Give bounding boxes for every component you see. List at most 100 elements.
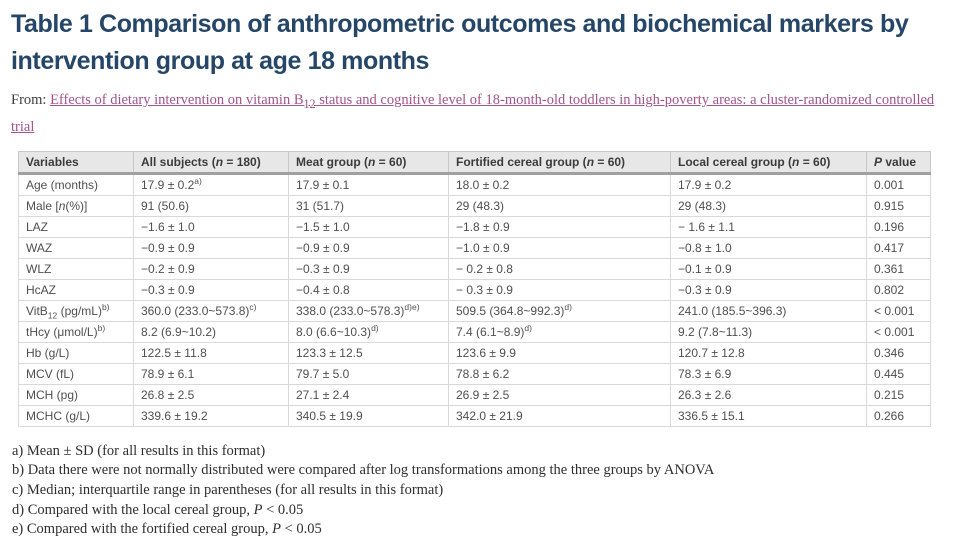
cell: 78.8 ± 6.2 bbox=[448, 363, 671, 385]
source-citation: From: Effects of dietary intervention on… bbox=[11, 89, 946, 139]
table-row-laz: LAZ −1.6 ± 1.0 −1.5 ± 1.0 −1.8 ± 0.9 − 1… bbox=[18, 216, 931, 238]
cell-p-value: 0.266 bbox=[866, 405, 931, 427]
cell: 26.9 ± 2.5 bbox=[448, 384, 671, 406]
cell-p-value: 0.001 bbox=[866, 173, 931, 196]
col-header-fortified-cereal-group: Fortified cereal group (n = 60) bbox=[448, 150, 671, 175]
cell: −0.3 ± 0.9 bbox=[288, 258, 449, 280]
row-label: WLZ bbox=[18, 258, 134, 280]
cell: −0.4 ± 0.8 bbox=[288, 279, 449, 301]
cell: −0.3 ± 0.9 bbox=[670, 279, 867, 301]
table-footnotes: a) Mean ± SD (for all results in this fo… bbox=[12, 442, 946, 540]
cell-p-value: 0.417 bbox=[866, 237, 931, 259]
table-row-hb: Hb (g/L) 122.5 ± 11.8 123.3 ± 12.5 123.6… bbox=[18, 342, 931, 364]
cell: 336.5 ± 15.1 bbox=[670, 405, 867, 427]
col-header-variables: Variables bbox=[18, 150, 134, 175]
cell-p-value: 0.361 bbox=[866, 258, 931, 280]
table-header-row: Variables All subjects (n = 180) Meat gr… bbox=[18, 150, 931, 175]
cell: 8.0 (6.6~10.3)d) bbox=[288, 321, 449, 343]
cell: − 1.6 ± 1.1 bbox=[670, 216, 867, 238]
cell: 340.5 ± 19.9 bbox=[288, 405, 449, 427]
article-link[interactable]: Effects of dietary intervention on vitam… bbox=[11, 92, 935, 135]
cell: 7.4 (6.1~8.9)d) bbox=[448, 321, 671, 343]
row-label: Age (months) bbox=[18, 173, 134, 196]
cell: 342.0 ± 21.9 bbox=[448, 405, 671, 427]
cell: 17.9 ± 0.2 bbox=[670, 173, 867, 196]
cell: 338.0 (233.0~578.3)d)e) bbox=[288, 300, 449, 322]
cell: −1.5 ± 1.0 bbox=[288, 216, 449, 238]
table-row-waz: WAZ −0.9 ± 0.9 −0.9 ± 0.9 −1.0 ± 0.9 −0.… bbox=[18, 237, 931, 259]
cell: 26.8 ± 2.5 bbox=[133, 384, 289, 406]
cell: 8.2 (6.9~10.2) bbox=[133, 321, 289, 343]
cell: 339.6 ± 19.2 bbox=[133, 405, 289, 427]
page-title: Table 1 Comparison of anthropometric out… bbox=[11, 10, 909, 75]
cell: −1.6 ± 1.0 bbox=[133, 216, 289, 238]
footnote-a: a) Mean ± SD (for all results in this fo… bbox=[12, 442, 266, 459]
cell: − 0.3 ± 0.9 bbox=[448, 279, 671, 301]
cell: 91 (50.6) bbox=[133, 195, 289, 217]
table-row-mch: MCH (pg) 26.8 ± 2.5 27.1 ± 2.4 26.9 ± 2.… bbox=[18, 384, 931, 406]
row-label: MCH (pg) bbox=[18, 384, 134, 406]
table-row-mcv: MCV (fL) 78.9 ± 6.1 79.7 ± 5.0 78.8 ± 6.… bbox=[18, 363, 931, 385]
table-row-wlz: WLZ −0.2 ± 0.9 −0.3 ± 0.9 − 0.2 ± 0.8 −0… bbox=[18, 258, 931, 280]
cell: −0.3 ± 0.9 bbox=[133, 279, 289, 301]
cell-p-value: 0.445 bbox=[866, 363, 931, 385]
row-label: MCHC (g/L) bbox=[18, 405, 134, 427]
cell: 122.5 ± 11.8 bbox=[133, 342, 289, 364]
cell-p-value: < 0.001 bbox=[866, 300, 931, 322]
cell: −0.9 ± 0.9 bbox=[288, 237, 449, 259]
footnote-b: b) Data there were not normally distribu… bbox=[12, 462, 715, 479]
col-header-p-value: P value bbox=[866, 150, 931, 175]
cell-p-value: < 0.001 bbox=[866, 321, 931, 343]
row-label: Male [n(%)] bbox=[18, 195, 134, 217]
table-row-vitb12: VitB12 (pg/mL)b) 360.0 (233.0~573.8)c) 3… bbox=[18, 300, 931, 322]
footnote-d: d) Compared with the local cereal group,… bbox=[12, 501, 304, 518]
cell: − 0.2 ± 0.8 bbox=[448, 258, 671, 280]
footnote-e: e) Compared with the fortified cereal gr… bbox=[12, 521, 322, 538]
cell-p-value: 0.215 bbox=[866, 384, 931, 406]
row-label: HcAZ bbox=[18, 279, 134, 301]
cell: 29 (48.3) bbox=[670, 195, 867, 217]
row-label: LAZ bbox=[18, 216, 134, 238]
footnote-c: c) Median; interquartile range in parent… bbox=[12, 482, 444, 499]
cell: 509.5 (364.8~992.3)d) bbox=[448, 300, 671, 322]
cell: −0.2 ± 0.9 bbox=[133, 258, 289, 280]
cell: 17.9 ± 0.1 bbox=[288, 173, 449, 196]
cell: 120.7 ± 12.8 bbox=[670, 342, 867, 364]
cell-p-value: 0.196 bbox=[866, 216, 931, 238]
row-label: MCV (fL) bbox=[18, 363, 134, 385]
row-label: Hb (g/L) bbox=[18, 342, 134, 364]
cell-p-value: 0.802 bbox=[866, 279, 931, 301]
cell: −1.0 ± 0.9 bbox=[448, 237, 671, 259]
cell: 18.0 ± 0.2 bbox=[448, 173, 671, 196]
row-label: tHcy (μmol/L)b) bbox=[18, 321, 134, 343]
cell: 26.3 ± 2.6 bbox=[670, 384, 867, 406]
cell: 360.0 (233.0~573.8)c) bbox=[133, 300, 289, 322]
cell: 123.3 ± 12.5 bbox=[288, 342, 449, 364]
cell: 27.1 ± 2.4 bbox=[288, 384, 449, 406]
row-label: VitB12 (pg/mL)b) bbox=[18, 300, 134, 322]
cell: 79.7 ± 5.0 bbox=[288, 363, 449, 385]
cell-p-value: 0.915 bbox=[866, 195, 931, 217]
cell: 78.9 ± 6.1 bbox=[133, 363, 289, 385]
cell: −0.1 ± 0.9 bbox=[670, 258, 867, 280]
cell: 29 (48.3) bbox=[448, 195, 671, 217]
cell: −0.9 ± 0.9 bbox=[133, 237, 289, 259]
table-row-age: Age (months) 17.9 ± 0.2a) 17.9 ± 0.1 18.… bbox=[18, 173, 931, 196]
cell: −0.8 ± 1.0 bbox=[670, 237, 867, 259]
cell: 31 (51.7) bbox=[288, 195, 449, 217]
cell: −1.8 ± 0.9 bbox=[448, 216, 671, 238]
row-label: WAZ bbox=[18, 237, 134, 259]
cell: 78.3 ± 6.9 bbox=[670, 363, 867, 385]
cell: 123.6 ± 9.9 bbox=[448, 342, 671, 364]
cell: 9.2 (7.8~11.3) bbox=[670, 321, 867, 343]
col-header-meat-group: Meat group (n = 60) bbox=[288, 150, 449, 175]
comparison-table: Variables All subjects (n = 180) Meat gr… bbox=[18, 150, 931, 427]
table-row-male: Male [n(%)] 91 (50.6) 31 (51.7) 29 (48.3… bbox=[18, 195, 931, 217]
table-row-thcy: tHcy (μmol/L)b) 8.2 (6.9~10.2) 8.0 (6.6~… bbox=[18, 321, 931, 343]
table-row-hcaz: HcAZ −0.3 ± 0.9 −0.4 ± 0.8 − 0.3 ± 0.9 −… bbox=[18, 279, 931, 301]
table-row-mchc: MCHC (g/L) 339.6 ± 19.2 340.5 ± 19.9 342… bbox=[18, 405, 931, 427]
cell: 17.9 ± 0.2a) bbox=[133, 173, 289, 196]
cell-p-value: 0.346 bbox=[866, 342, 931, 364]
col-header-local-cereal-group: Local cereal group (n = 60) bbox=[670, 150, 867, 175]
